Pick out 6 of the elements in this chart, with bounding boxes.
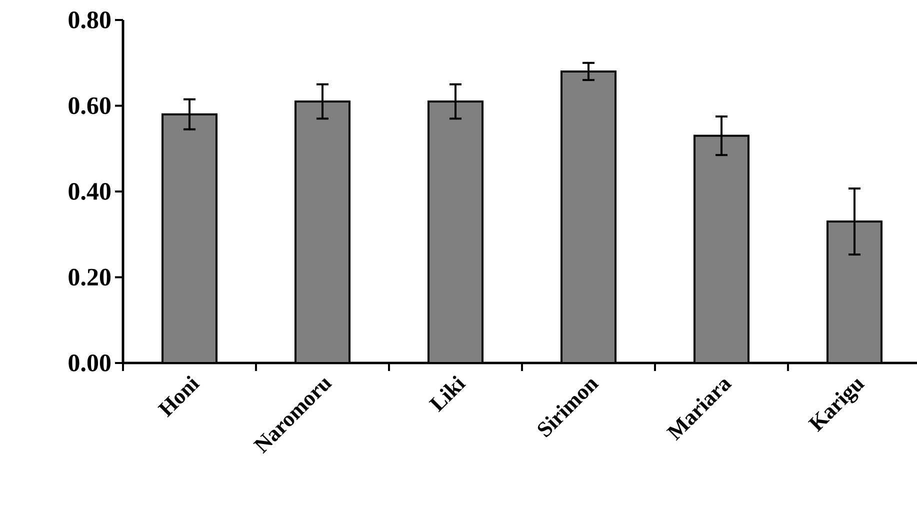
y-tick-label: 0.60 [68, 97, 111, 114]
x-tick-label: Liki [428, 376, 466, 412]
y-tick-label: 0.00 [68, 354, 111, 372]
y-tick-label: 0.80 [68, 12, 111, 29]
y-tick-label: 0.20 [68, 268, 111, 286]
y-tick-label: 0.40 [68, 183, 111, 200]
